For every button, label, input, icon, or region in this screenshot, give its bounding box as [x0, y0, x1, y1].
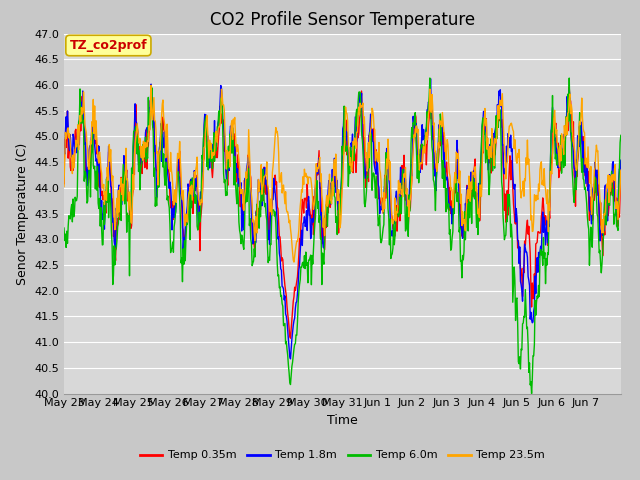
- Temp 6.0m: [94, 200, 102, 206]
- Temp 6.0m: [415, 180, 422, 186]
- Temp 1.8m: [484, 144, 492, 149]
- X-axis label: Time: Time: [327, 414, 358, 427]
- Temp 23.5m: [60, 184, 68, 190]
- Temp 23.5m: [94, 156, 102, 162]
- Temp 0.35m: [540, 212, 548, 218]
- Temp 1.8m: [384, 160, 392, 166]
- Temp 1.8m: [60, 146, 68, 152]
- Title: CO2 Profile Sensor Temperature: CO2 Profile Sensor Temperature: [210, 11, 475, 29]
- Temp 0.35m: [483, 156, 491, 162]
- Temp 1.8m: [427, 76, 435, 82]
- Temp 0.35m: [415, 158, 423, 164]
- Temp 23.5m: [484, 135, 492, 141]
- Y-axis label: Senor Temperature (C): Senor Temperature (C): [16, 143, 29, 285]
- Temp 1.8m: [94, 166, 102, 172]
- Temp 0.35m: [399, 168, 406, 174]
- Temp 1.8m: [399, 181, 406, 187]
- Temp 0.35m: [60, 181, 68, 187]
- Temp 23.5m: [147, 83, 155, 88]
- Temp 0.35m: [94, 143, 102, 149]
- Text: TZ_co2prof: TZ_co2prof: [70, 39, 147, 52]
- Temp 0.35m: [384, 163, 392, 169]
- Temp 23.5m: [541, 183, 548, 189]
- Temp 0.35m: [565, 84, 573, 90]
- Temp 6.0m: [398, 182, 406, 188]
- Temp 1.8m: [415, 152, 423, 157]
- Temp 1.8m: [541, 228, 548, 233]
- Temp 23.5m: [399, 176, 407, 181]
- Temp 23.5m: [385, 153, 392, 159]
- Line: Temp 6.0m: Temp 6.0m: [64, 78, 621, 394]
- Temp 6.0m: [541, 250, 548, 255]
- Temp 23.5m: [416, 161, 424, 167]
- Line: Temp 23.5m: Temp 23.5m: [64, 85, 621, 262]
- Temp 6.0m: [60, 225, 68, 231]
- Line: Temp 1.8m: Temp 1.8m: [64, 79, 621, 359]
- Temp 6.0m: [483, 135, 491, 141]
- Temp 23.5m: [617, 168, 625, 173]
- Legend: Temp 0.35m, Temp 1.8m, Temp 6.0m, Temp 23.5m: Temp 0.35m, Temp 1.8m, Temp 6.0m, Temp 2…: [135, 446, 550, 465]
- Temp 23.5m: [290, 259, 298, 265]
- Temp 6.0m: [383, 185, 391, 191]
- Temp 1.8m: [287, 356, 294, 362]
- Temp 6.0m: [528, 391, 536, 396]
- Line: Temp 0.35m: Temp 0.35m: [64, 87, 621, 338]
- Temp 6.0m: [617, 132, 625, 138]
- Temp 6.0m: [426, 75, 434, 81]
- Temp 1.8m: [617, 157, 625, 163]
- Temp 0.35m: [287, 336, 294, 341]
- Temp 0.35m: [617, 169, 625, 175]
